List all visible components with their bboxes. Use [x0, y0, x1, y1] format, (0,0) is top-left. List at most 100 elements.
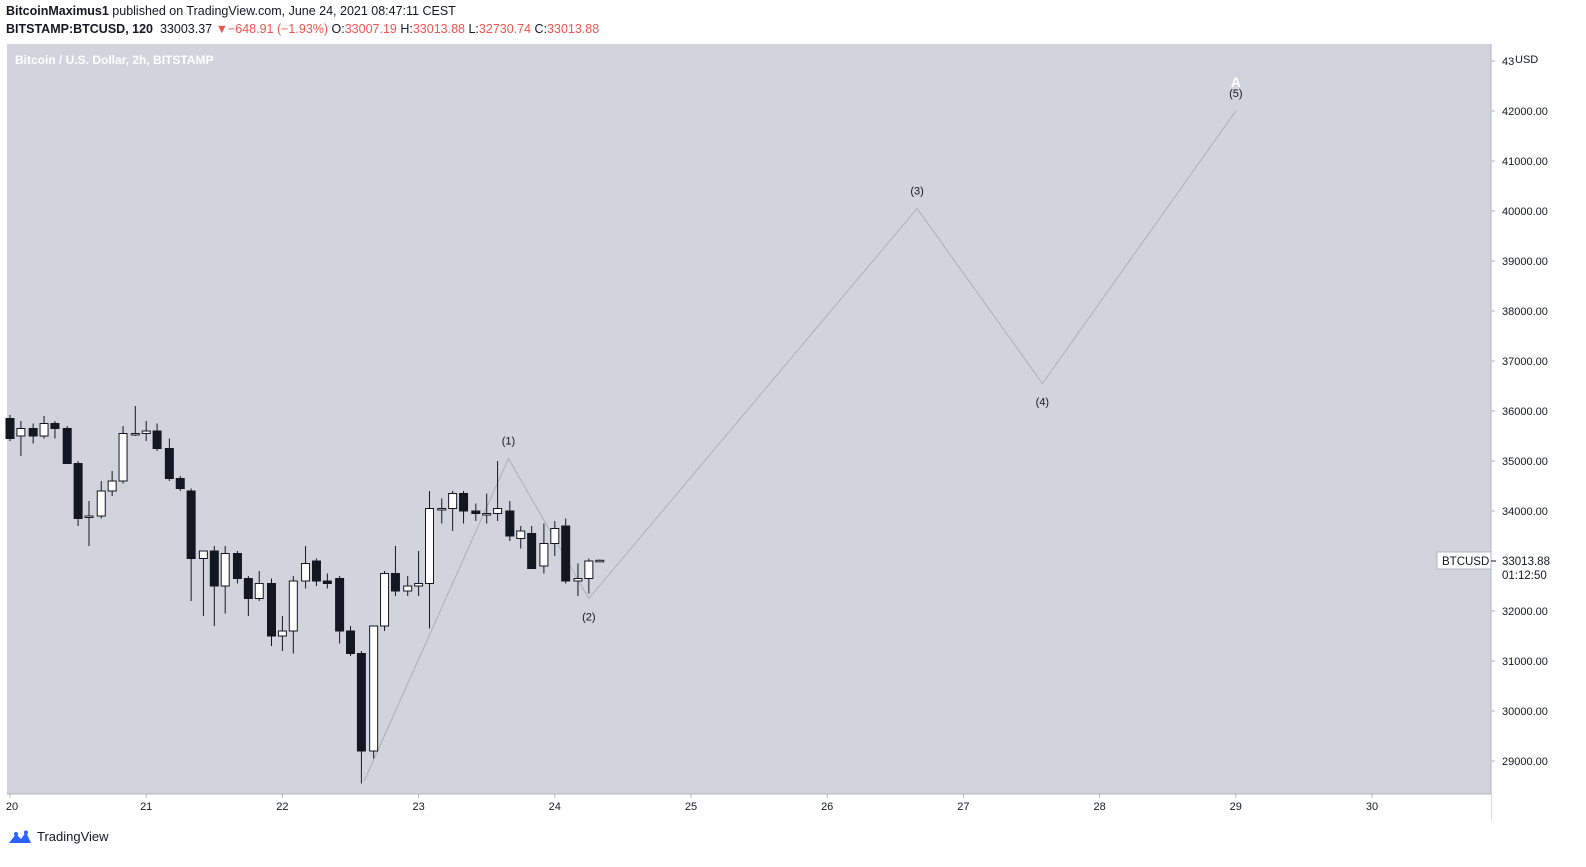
candle-27: [311, 558, 321, 586]
author-name[interactable]: BitcoinMaximus1: [6, 4, 109, 18]
candle-51: [584, 558, 594, 594]
time-axis[interactable]: [7, 794, 1491, 820]
candle-9: [107, 471, 117, 496]
candle-body: [322, 580, 332, 584]
y-tick-label-1: 30000.00: [1502, 706, 1548, 718]
candle-2: [28, 423, 38, 444]
candle-22: [254, 571, 264, 601]
candle-21: [243, 576, 253, 616]
y-tick-label-0: 29000.00: [1502, 756, 1548, 768]
y-tick-label-5: 34000.00: [1502, 506, 1548, 518]
candle-29: [335, 576, 345, 644]
symbol-tag: BTCUSD: [1442, 556, 1489, 568]
candle-body: [448, 493, 458, 509]
candle-43: [493, 461, 503, 521]
candle-41: [471, 503, 481, 521]
candle-body: [73, 463, 83, 519]
candle-39: [448, 491, 458, 531]
candle-layer: [5, 406, 605, 784]
candle-body: [539, 543, 549, 567]
open-value: 33007.19: [344, 22, 397, 36]
candle-body: [118, 433, 128, 482]
candle-body: [335, 578, 345, 632]
candle-48: [550, 521, 560, 556]
candle-body: [346, 630, 355, 654]
candle-34: [390, 546, 400, 596]
candle-body: [277, 630, 287, 637]
candle-body: [403, 585, 413, 592]
y-tick-label-10: 39000.00: [1502, 256, 1548, 268]
y-tick-label-6: 35000.00: [1502, 456, 1548, 468]
x-tick-labels: 20 21 22 23 24 25 26 27 28 29 30: [6, 794, 1378, 813]
candle-10: [118, 426, 128, 484]
candle-16: [186, 488, 196, 601]
candle-11: [130, 406, 140, 436]
chart-title: Bitcoin / U.S. Dollar, 2h, BITSTAMP: [15, 53, 213, 67]
candle-46: [527, 526, 537, 569]
candle-23: [267, 578, 277, 646]
y-tick-label-8: 37000.00: [1502, 356, 1548, 368]
y-axis-unit: USD: [1515, 54, 1538, 66]
wave-line: [363, 110, 1237, 782]
wave-label-5: A: [1231, 74, 1241, 90]
x-tick-label-6: 26: [821, 801, 833, 813]
candle-30: [346, 626, 355, 656]
candle-15: [175, 476, 185, 491]
plot-area[interactable]: [7, 44, 1491, 794]
price-tag-box: [1496, 553, 1558, 582]
candle-body: [16, 428, 26, 437]
candle-body: [482, 513, 492, 516]
low-label: L:: [468, 22, 479, 36]
candle-body: [186, 490, 196, 559]
footer-brand[interactable]: TradingView: [8, 829, 109, 844]
candle-36: [414, 551, 424, 596]
candle-body: [311, 560, 321, 582]
y-tick-label-3: 32000.00: [1502, 606, 1548, 618]
price-tag: BTCUSD 33013.88 01:12:50: [1436, 551, 1558, 582]
candle-body: [254, 583, 264, 599]
candle-body: [243, 578, 253, 599]
high-label: H:: [400, 22, 413, 36]
candle-52: [595, 559, 605, 563]
candle-40: [459, 491, 469, 524]
candle-4: [50, 421, 60, 439]
candle-body: [414, 583, 424, 587]
candle-body: [209, 550, 219, 587]
last-price: 33003.37: [159, 22, 213, 36]
candle-body: [152, 430, 162, 449]
x-tick-label-1: 21: [140, 801, 152, 813]
candle-50: [573, 563, 583, 596]
candle-1: [16, 421, 26, 456]
candle-body: [471, 510, 481, 514]
candle-body: [527, 533, 537, 569]
price-tag-value: 33013.88: [1502, 556, 1550, 568]
change-down-icon: ▼: [215, 22, 228, 36]
open-label: O:: [331, 22, 345, 36]
price-axis[interactable]: [1491, 44, 1563, 820]
candle-body: [573, 578, 583, 582]
y-tick-label-7: 36000.00: [1502, 406, 1548, 418]
y-tick-label-2: 31000.00: [1502, 656, 1548, 668]
candle-6: [73, 461, 83, 526]
candle-20: [232, 551, 242, 584]
candle-body: [107, 480, 117, 492]
countdown-value: 01:12:50: [1502, 570, 1547, 582]
candle-18: [209, 546, 219, 626]
candle-body: [595, 559, 605, 563]
candle-body: [288, 580, 298, 632]
y-tick-label-9: 38000.00: [1502, 306, 1548, 318]
candle-body: [84, 515, 94, 518]
candle-49: [561, 518, 571, 584]
ohlc-legend: BITSTAMP:BTCUSD, 120 33003.37 ▼−648.91 (…: [6, 22, 599, 36]
y-tick-label-13: 42000.00: [1502, 106, 1548, 118]
candle-42: [482, 493, 492, 524]
candle-body: [5, 418, 15, 439]
y-tick-label-11: 40000.00: [1502, 206, 1548, 218]
high-value: 33013.88: [412, 22, 465, 36]
candle-body: [356, 653, 366, 752]
candle-body: [584, 560, 594, 579]
change-value: −648.91 (−1.93%): [227, 22, 329, 36]
candle-37: [424, 491, 434, 629]
candle-33: [380, 571, 390, 631]
